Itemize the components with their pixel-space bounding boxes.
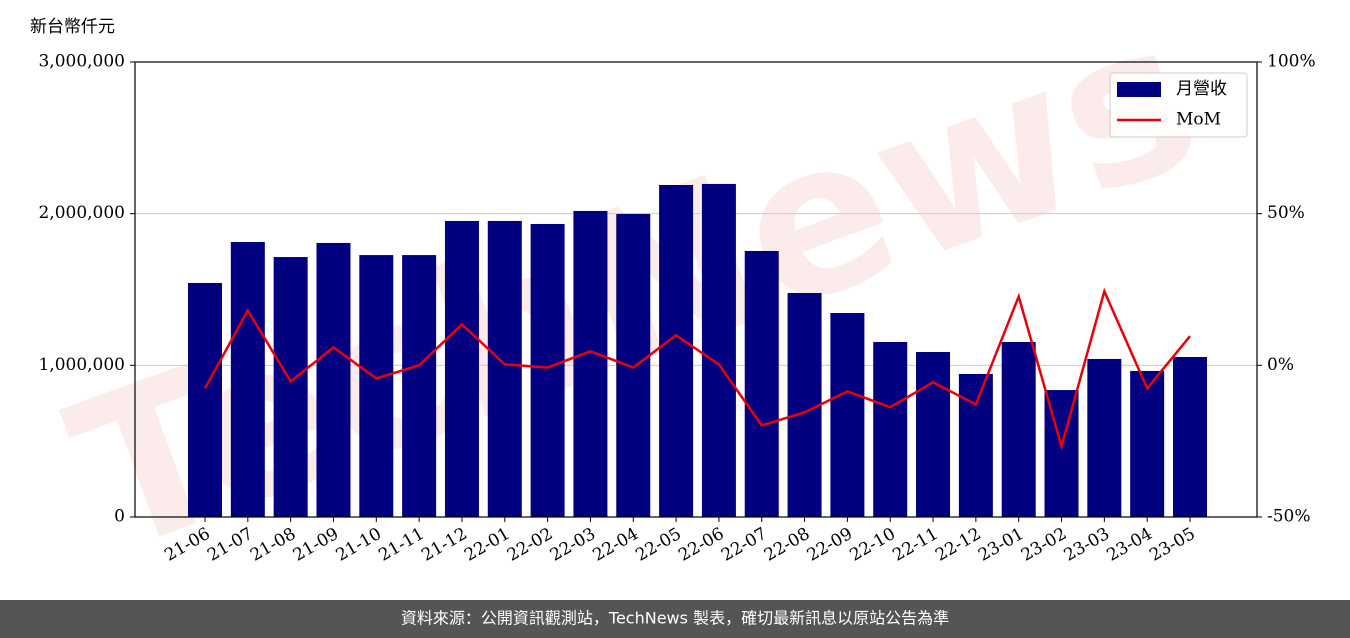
- y-tick-label: 0: [114, 507, 125, 527]
- x-tick-label: 22-03: [547, 524, 599, 566]
- y2-tick-label: 50%: [1267, 203, 1305, 223]
- x-tick-label: 22-02: [504, 524, 556, 566]
- x-tick-label: 22-11: [889, 524, 941, 566]
- bar: [958, 373, 993, 517]
- bar: [616, 213, 651, 517]
- x-tick-label: 22-05: [632, 524, 684, 566]
- legend-label: MoM: [1176, 110, 1221, 130]
- footer-band: [0, 600, 1350, 638]
- x-tick-label: 22-06: [675, 524, 727, 566]
- bar: [359, 255, 394, 518]
- bar: [701, 183, 736, 517]
- footer-text: 資料來源：公開資訊觀測站，TechNews 製表，確切最新訊息以原站公告為準: [401, 609, 949, 628]
- bar: [188, 282, 222, 517]
- bar: [659, 185, 694, 518]
- x-tick-label: 22-07: [718, 524, 770, 566]
- x-tick-label: 23-04: [1103, 524, 1155, 566]
- bar: [830, 313, 865, 517]
- bar: [230, 242, 265, 518]
- bar: [316, 242, 351, 517]
- x-tick-label: 21-11: [375, 524, 427, 566]
- bar: [1001, 341, 1036, 517]
- bar: [402, 255, 437, 518]
- line: [203, 287, 1191, 451]
- x-tick-label: 22-12: [932, 524, 984, 566]
- x-tick-label: 23-02: [1018, 524, 1070, 566]
- x-tick-label: 22-08: [761, 524, 813, 566]
- plot-frame: [134, 61, 1258, 518]
- y2-tick-label: -50%: [1267, 507, 1311, 527]
- bar: [787, 292, 822, 517]
- y-tick-label: 2,000,000: [38, 203, 125, 223]
- bar: [573, 210, 608, 518]
- x-tick-label: 22-01: [461, 524, 513, 566]
- x-tick-label: 21-10: [333, 524, 385, 566]
- legend: 月營收 MoM: [1109, 72, 1248, 138]
- x-tick-label: 23-03: [1061, 524, 1113, 566]
- bar: [1087, 358, 1122, 517]
- y-axis-label: 新台幣仟元: [30, 17, 115, 37]
- bar: [530, 223, 565, 518]
- bar: [1173, 356, 1207, 517]
- legend-label: 月營收: [1176, 79, 1227, 99]
- x-tick-label: 23-01: [975, 524, 1027, 566]
- legend-swatch: [1117, 82, 1161, 97]
- y-tick-label: 1,000,000: [38, 355, 125, 375]
- bar: [444, 220, 479, 518]
- bar: [916, 351, 951, 517]
- x-tick-label: 22-09: [804, 524, 856, 566]
- bar: [873, 341, 908, 517]
- x-tick-label: 23-05: [1146, 524, 1198, 566]
- bar: [487, 220, 522, 518]
- x-tick-label: 21-12: [418, 524, 470, 566]
- bar: [273, 257, 308, 517]
- bar: [1130, 370, 1165, 517]
- x-tick-label: 22-10: [847, 524, 899, 566]
- x-tick-label: 22-04: [590, 524, 642, 566]
- y2-tick-label: 0%: [1267, 355, 1294, 375]
- y2-tick-label: 100%: [1267, 52, 1316, 72]
- y-tick-label: 3,000,000: [38, 52, 125, 72]
- bar: [744, 250, 779, 517]
